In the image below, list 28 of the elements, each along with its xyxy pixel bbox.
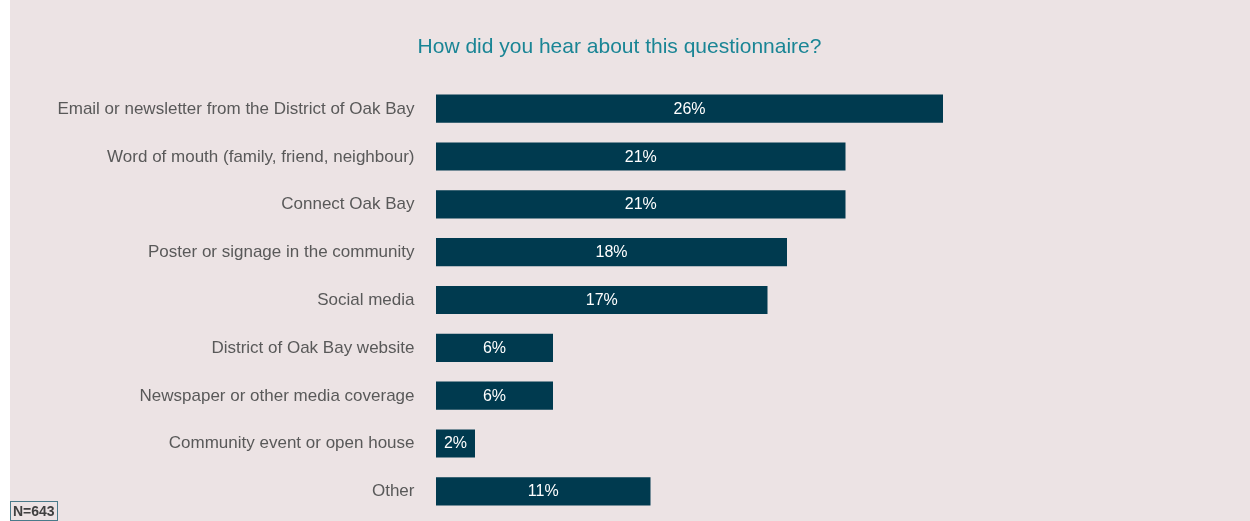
bar xyxy=(436,477,651,506)
data-label: 6% xyxy=(482,338,507,356)
y-tick-label: Poster or signage in the community xyxy=(148,242,415,262)
y-tick-label: Word of mouth (family, friend, neighbour) xyxy=(107,146,415,166)
data-label: 18% xyxy=(595,243,628,261)
y-tick-label: Newspaper or other media coverage xyxy=(139,385,415,405)
bar xyxy=(436,94,943,123)
data-label: 26% xyxy=(673,99,706,117)
y-tick-label: District of Oak Bay website xyxy=(211,337,415,357)
text: N=643 xyxy=(10,501,58,521)
y-tick-label: Community event or open house xyxy=(168,433,415,453)
data-label: 2% xyxy=(443,434,468,452)
y-tick-label: Other xyxy=(371,481,415,501)
data-label: 21% xyxy=(624,195,657,213)
bar xyxy=(436,285,768,315)
chart-title: How did you hear about this questionnaire? xyxy=(417,34,822,57)
data-label: 11% xyxy=(527,482,559,500)
y-tick-label: Email or newsletter from the District of Oak Bay xyxy=(57,98,415,118)
bar xyxy=(436,142,846,171)
data-label: 6% xyxy=(482,386,507,404)
bar xyxy=(436,333,553,362)
bar xyxy=(436,238,787,267)
data-label: 21% xyxy=(624,147,657,165)
data-label: 17% xyxy=(585,291,618,308)
y-tick-label: Connect Oak Bay xyxy=(281,194,415,214)
bar xyxy=(436,381,553,410)
bar xyxy=(436,190,846,219)
y-tick-label: Social media xyxy=(317,290,416,309)
